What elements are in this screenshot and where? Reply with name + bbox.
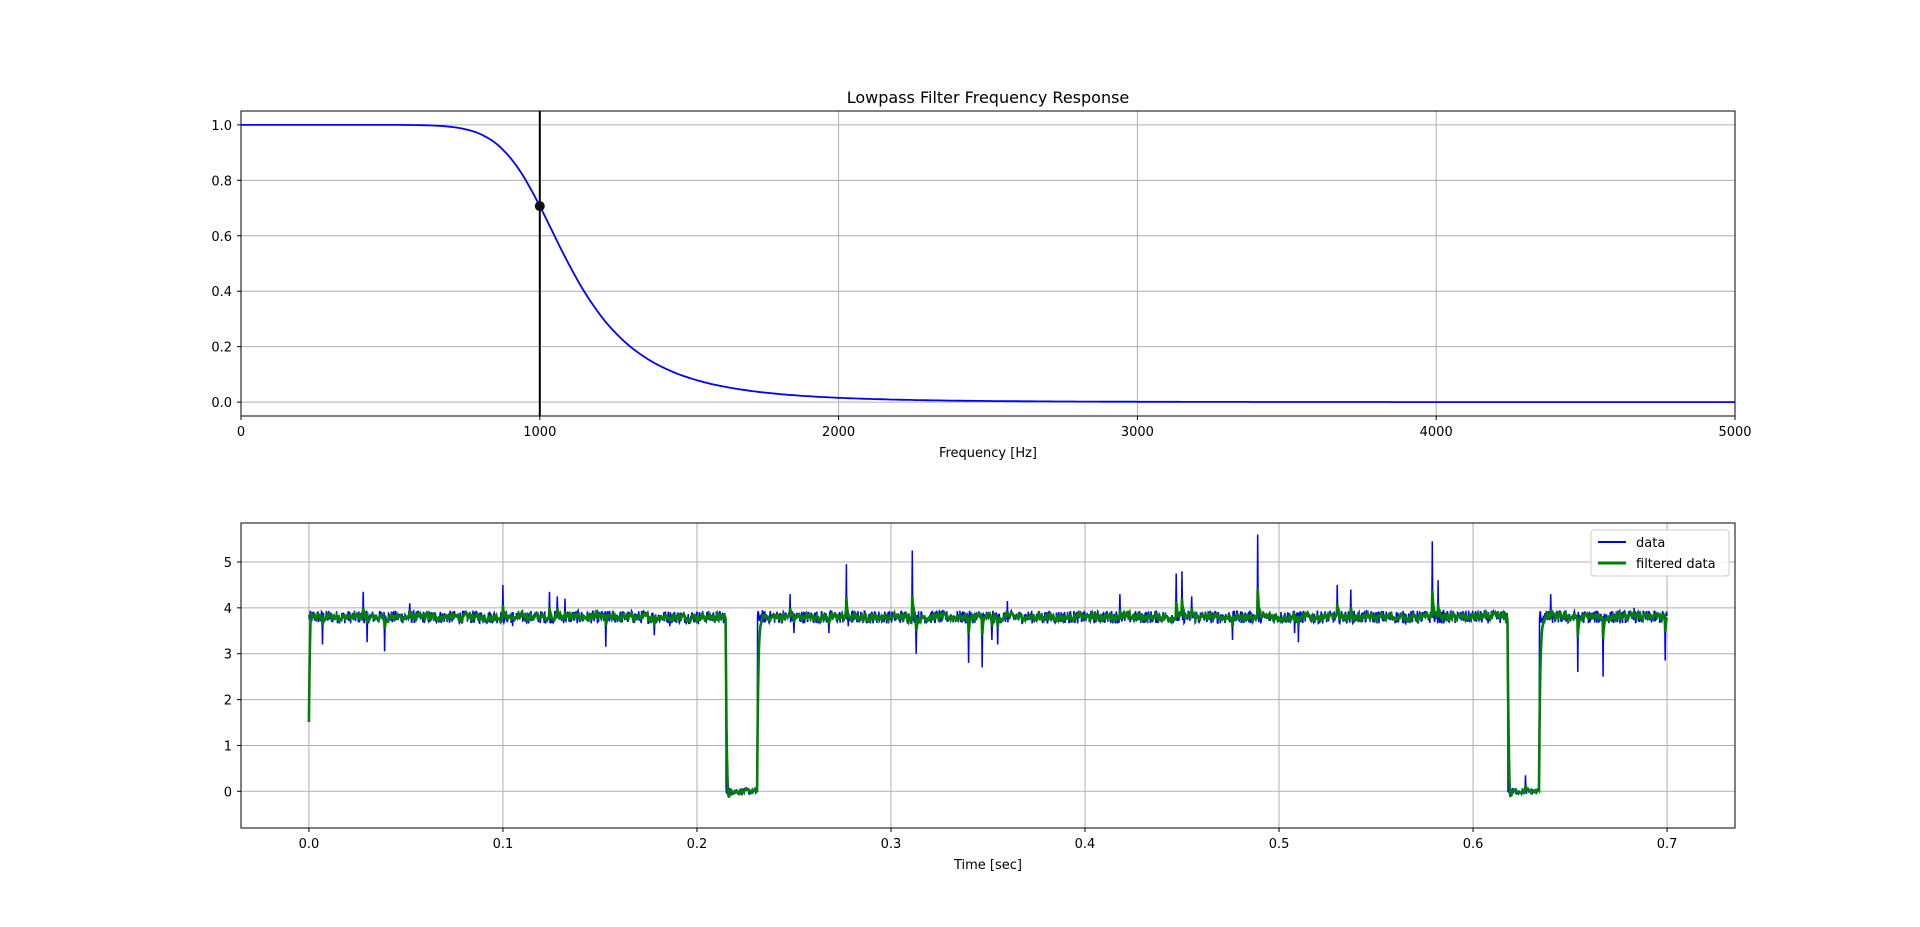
legend-label-filtered-data: filtered data <box>1636 557 1716 572</box>
time-tick-label-x-5: 0.5 <box>1269 837 1290 852</box>
time-tick-label-y-2: 2 <box>224 694 232 709</box>
time-tick-label-x-4: 0.4 <box>1075 837 1096 852</box>
freq-tick-label-y-5: 1.0 <box>211 119 232 134</box>
time-tick-label-x-6: 0.6 <box>1463 837 1484 852</box>
time-tick-label-y-4: 4 <box>224 602 232 617</box>
frequency-response-plot: Lowpass Filter Frequency Response 0 1000 2… <box>211 88 1751 461</box>
legend: data filtered data <box>1590 529 1730 577</box>
time-tick-label-x-1: 0.1 <box>493 837 514 852</box>
time-tick-label-x-3: 0.3 <box>881 837 902 852</box>
time-tick-label-x-0: 0.0 <box>299 837 320 852</box>
time-series-curves <box>307 534 1669 798</box>
freq-tick-label-x-5: 5000 <box>1718 425 1751 440</box>
time-series-ticks: 0.0 0.1 0.2 0.3 0.4 0.5 0.6 0.7 0 1 2 3 4 5 <box>224 556 1678 852</box>
frequency-response-line <box>241 124 1735 403</box>
time-tick-label-x-7: 0.7 <box>1657 837 1678 852</box>
time-tick-label-y-1: 1 <box>224 739 232 754</box>
freq-tick-label-y-1: 0.2 <box>211 341 232 356</box>
frequency-response-axes-frame <box>240 110 1736 417</box>
frequency-response-ticks: 0 1000 2000 3000 4000 5000 0.0 0.2 0.4 0.6 0.8 1.0 <box>211 119 1751 440</box>
time-series-grid <box>241 523 1735 828</box>
freq-tick-label-x-1: 1000 <box>523 425 556 440</box>
frequency-axis-label: Frequency [Hz] <box>939 446 1037 461</box>
legend-label-data: data <box>1636 536 1665 551</box>
freq-tick-label-y-3: 0.6 <box>211 230 232 245</box>
frequency-response-curves <box>241 111 1735 416</box>
time-series-axes-frame <box>240 522 1736 829</box>
cutoff-point <box>534 201 545 212</box>
time-tick-label-y-3: 3 <box>224 648 232 663</box>
time-axis-label: Time [sec] <box>953 858 1022 873</box>
freq-tick-label-y-0: 0.0 <box>211 396 232 411</box>
series-line-filtered-data <box>307 588 1669 798</box>
time-tick-label-y-0: 0 <box>224 785 232 800</box>
freq-tick-label-y-2: 0.4 <box>211 285 232 300</box>
freq-tick-label-x-4: 4000 <box>1420 425 1453 440</box>
time-tick-label-y-5: 5 <box>224 556 232 571</box>
freq-tick-label-y-4: 0.8 <box>211 174 232 189</box>
freq-tick-label-x-2: 2000 <box>822 425 855 440</box>
freq-tick-label-x-3: 3000 <box>1121 425 1154 440</box>
time-series-plot: 0.0 0.1 0.2 0.3 0.4 0.5 0.6 0.7 0 1 2 3 4 5 Time [sec… <box>224 522 1736 873</box>
freq-tick-label-x-0: 0 <box>237 425 245 440</box>
frequency-response-title: Lowpass Filter Frequency Response <box>847 88 1130 107</box>
time-tick-label-x-2: 0.2 <box>687 837 708 852</box>
